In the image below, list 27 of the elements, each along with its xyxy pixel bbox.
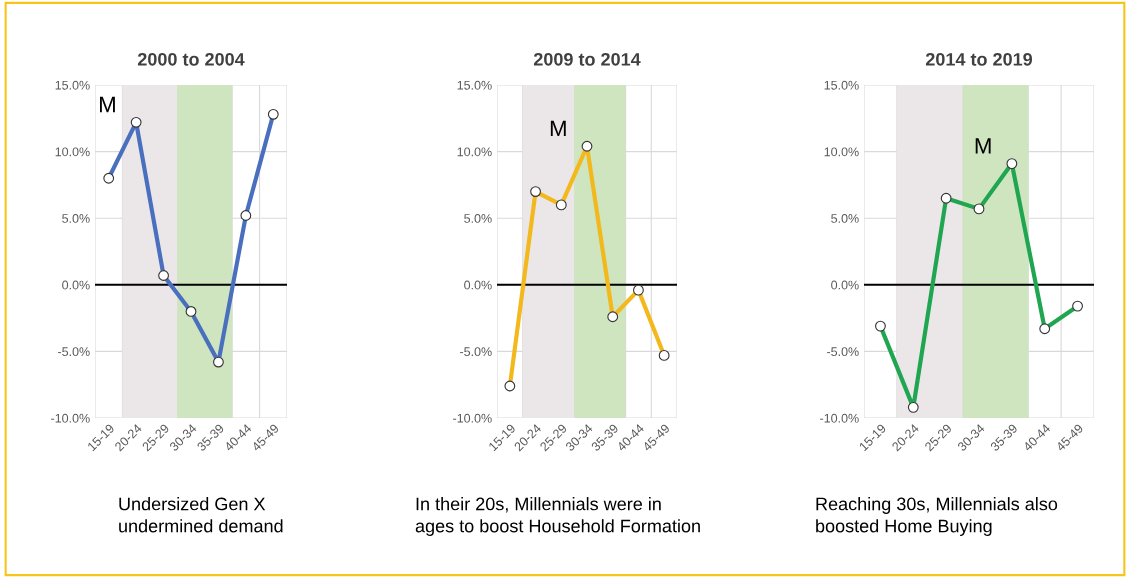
y-tick-label: -10.0% <box>820 413 859 423</box>
chart-title: 2014 to 2019 <box>925 52 1033 66</box>
y-tick-label: -5.0% <box>460 347 492 357</box>
y-tick-label: 5.0% <box>464 214 492 223</box>
y-tick-label: 15.0% <box>457 80 492 90</box>
chart-title: 2009 to 2014 <box>533 52 641 66</box>
y-tick-label: -10.0% <box>51 413 90 423</box>
y-tick-label: -5.0% <box>58 347 90 357</box>
y-tick-label: 10.0% <box>457 147 492 157</box>
text: Reaching 30s, Millennials also boosted Home Buying <box>816 497 1058 536</box>
y-tick-label: 10.0% <box>55 147 90 157</box>
y-tick-label: 15.0% <box>824 80 859 90</box>
y-tick-label: 0.0% <box>464 280 492 290</box>
y-tick-label: 5.0% <box>62 214 90 223</box>
y-tick-label: 0.0% <box>831 280 859 290</box>
y-tick-label: 10.0% <box>824 147 859 157</box>
y-tick-label: -5.0% <box>827 347 859 357</box>
text: Undersized Gen X undermined demand <box>119 497 283 533</box>
annotation: M <box>100 96 115 113</box>
text: In their 20s, Millennials were in ages to boost Household Formation <box>415 497 700 536</box>
annotation: M <box>550 120 566 137</box>
annotation: M <box>975 138 991 154</box>
y-tick-label: 0.0% <box>62 280 90 290</box>
y-tick-label: 5.0% <box>831 214 859 223</box>
y-tick-label: -10.0% <box>453 413 492 423</box>
y-tick-label: 15.0% <box>55 80 90 90</box>
chart-title: 2000 to 2004 <box>137 52 245 66</box>
